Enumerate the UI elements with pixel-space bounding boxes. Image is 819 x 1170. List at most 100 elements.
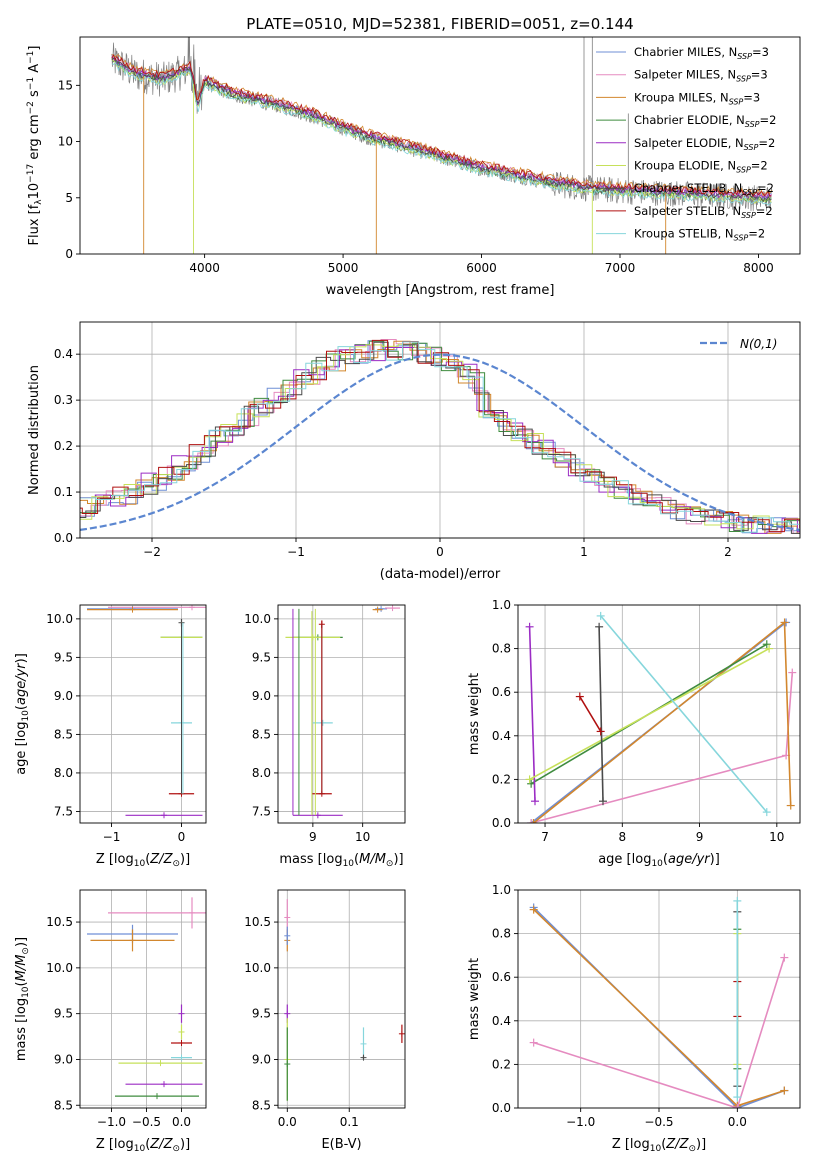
plot-area-mass-vs-ebv: [284, 899, 405, 1101]
plot-area-weight-vs-Z: [529, 896, 789, 1108]
y-tick-label: 0.6: [492, 970, 511, 984]
x-axis-label-part: ⊙: [172, 859, 180, 869]
legend-n-value: =3: [752, 45, 769, 59]
legend-label: Salpeter ELODIE, NSSP=2: [634, 136, 775, 152]
panel-weight-vs-age: 7 8 9 10 0.0 0.2 0.4 0.6 0.8 1.0 age [log10(age/yr…: [467, 598, 801, 869]
gaussian-curve: [80, 353, 800, 531]
y-axis-label: Flux [fλ10−17 erg cm−2 s−1 A−1]: [26, 46, 44, 246]
y-axis-label-part: (: [14, 981, 29, 986]
y-axis-label-part: ]: [27, 46, 42, 51]
x-axis-label-part: (: [661, 1137, 666, 1152]
x-axis-label: E(B-V): [321, 1137, 361, 1152]
y-axis-label-part: )]: [14, 653, 29, 663]
x-axis-label-part: )]: [180, 852, 190, 867]
y-tick-label: 7.5: [252, 804, 271, 818]
y-tick-label: 0.2: [492, 772, 511, 786]
legend-model-name: Kroupa ELODIE: [634, 159, 720, 173]
y-tick-label: 5: [65, 191, 73, 205]
x-tick-label: 5000: [328, 261, 359, 275]
y-tick-label: 8.5: [54, 1098, 73, 1112]
legend-n-prefix: , N: [720, 68, 736, 82]
y-tick-label: 9.0: [54, 1052, 73, 1066]
y-tick-label: 1.0: [492, 883, 511, 897]
y-axis-label-part: age/yr: [14, 662, 29, 705]
legend-n-value: =2: [760, 113, 777, 127]
x-tick-label: 10: [355, 830, 370, 844]
legend-n-subscript: SSP: [745, 120, 760, 129]
y-axis-label-part: 10: [27, 183, 42, 200]
axes-frame: [517, 604, 801, 824]
y-tick-label: 0.4: [492, 729, 511, 743]
x-tick-label: 9: [696, 830, 704, 844]
histogram-step-line: [80, 339, 800, 534]
y-tick-label: 9.5: [54, 650, 73, 664]
legend-n-value: =3: [751, 68, 768, 82]
weight-series-line: [529, 647, 770, 781]
y-axis-label-part: erg cm: [27, 114, 42, 163]
weight-series-line: [530, 672, 794, 823]
y-tick-label: 15: [58, 78, 73, 92]
x-axis-label-part: (: [145, 852, 150, 867]
legend-n-prefix: , N: [720, 159, 736, 173]
x-tick-label: 0: [436, 545, 444, 559]
y-axis-label-part: s: [27, 90, 42, 101]
x-tick-label: 4000: [189, 261, 220, 275]
histogram-step-line: [80, 339, 800, 533]
y-axis-label-part: λ: [34, 199, 44, 205]
x-axis-label-part: M/M: [359, 852, 386, 867]
y-tick-label: 0.0: [492, 1101, 511, 1115]
x-axis-label: Z [log10(Z/Z⊙)]: [612, 1137, 706, 1154]
weight-series-line: [533, 957, 786, 1108]
x-axis-label-part: )]: [710, 852, 720, 867]
y-axis-label-part: 10: [21, 986, 31, 998]
panel-weight-vs-Z: −1.0 −0.5 0.0 0.0 0.2 0.4 0.6 0.8 1.0 Z [log10(Z/…: [467, 883, 801, 1154]
x-axis-label: Z [log10(Z/Z⊙)]: [96, 852, 190, 869]
x-axis-label-part: (: [663, 852, 668, 867]
x-tick-label: 10: [769, 830, 784, 844]
x-tick-label: −0.5: [644, 1115, 673, 1129]
y-tick-label: 0.1: [54, 485, 73, 499]
y-tick-label: 0.8: [492, 927, 511, 941]
spectrum-model-line: [111, 57, 772, 203]
legend-n-value: =3: [743, 90, 760, 104]
panel-mass-vs-ebv: 0.0 0.1 8.5 9.0 9.5 10.0 10.5 E(B-V): [244, 889, 406, 1152]
plot-area-spectrum: [111, 37, 773, 254]
x-tick-label: 1: [580, 545, 588, 559]
y-tick-label: 8.5: [54, 727, 73, 741]
weight-series-line: [600, 615, 768, 813]
y-axis-label-part: −1: [26, 77, 36, 90]
y-axis-label-part: −2: [26, 101, 36, 114]
x-axis-label-part: 10: [651, 859, 663, 869]
legend-label: Chabrier MILES, NSSP=3: [634, 45, 769, 61]
y-axis-label-part: 10: [21, 710, 31, 722]
y-tick-label: 0.6: [492, 685, 511, 699]
histogram-step-line: [80, 344, 800, 534]
legend-n-prefix: , N: [726, 181, 742, 195]
legend-model-name: Kroupa MILES: [634, 90, 713, 104]
y-tick-label: 0.2: [54, 439, 73, 453]
spectrum-model-line: [111, 62, 772, 206]
gaussian-legend-label: N(0,1): [740, 337, 777, 351]
y-tick-label: 10.0: [46, 961, 73, 975]
plot-area-age-vs-Z: [87, 605, 206, 819]
y-axis-label: Normed distribution: [27, 365, 42, 495]
y-tick-label: 0.0: [492, 816, 511, 830]
y-tick-label: 9.5: [252, 650, 271, 664]
legend-label: Chabrier STELIB, NSSP=2: [634, 181, 774, 197]
x-axis-label-part: )]: [696, 1137, 706, 1152]
y-tick-label: 10.5: [244, 915, 271, 929]
legend-n-subscript: SSP: [729, 97, 744, 106]
x-tick-label: 7: [541, 830, 549, 844]
y-tick-label: 9.0: [252, 689, 271, 703]
x-tick-label: 0.1: [340, 1115, 359, 1129]
y-tick-label: 10.0: [244, 961, 271, 975]
y-axis-label: mass weight: [467, 673, 482, 755]
x-axis-label-part: ⊙: [688, 1144, 696, 1154]
x-axis-label: age [log10(age/yr)]: [598, 852, 720, 869]
y-tick-label: 0.3: [54, 393, 73, 407]
y-axis-label: age [log10(age/yr)]: [14, 653, 31, 775]
legend-n-subscript: SSP: [736, 75, 751, 84]
weight-series-line: [579, 696, 602, 732]
